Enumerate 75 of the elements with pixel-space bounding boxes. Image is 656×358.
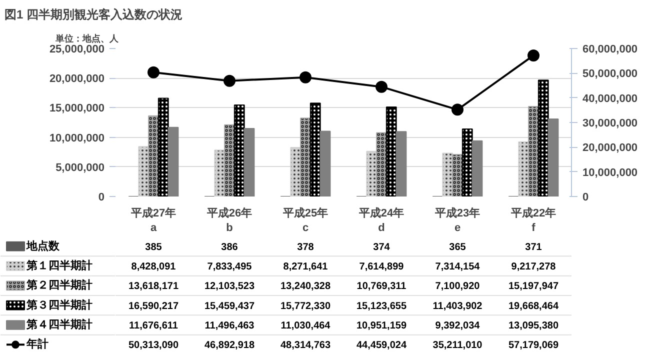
y2-tick-label: 0 — [582, 192, 589, 204]
legend-label: 第１四半期計 — [26, 259, 92, 272]
data-label: 365 — [449, 242, 466, 253]
data-label: 46,892,918 — [204, 340, 255, 352]
data-label: 11,403,902 — [432, 300, 483, 312]
data-label: 12,103,523 — [204, 281, 255, 292]
data-label: 11,030,464 — [280, 320, 331, 332]
data-label: 374 — [373, 242, 390, 253]
bar — [244, 128, 255, 196]
chart-title: 図1 四半期別観光客入込数の状況 — [4, 8, 183, 22]
y2-tick-label: 10,000,000 — [582, 166, 638, 179]
point — [224, 74, 236, 87]
data-label: 7,314,154 — [435, 262, 480, 272]
y-tick-label: 20,000,000 — [49, 73, 105, 86]
x-tick-label: 平成22年 f — [510, 206, 556, 234]
bar — [548, 118, 559, 196]
data-label: 35,211,010 — [432, 340, 483, 352]
point — [376, 80, 388, 93]
y2-tick-label: 20,000,000 — [582, 142, 638, 154]
data-label: 50,313,090 — [128, 340, 179, 352]
point — [528, 49, 540, 62]
point — [452, 104, 464, 116]
data-label: 48,314,763 — [280, 340, 331, 352]
legend-label: 年計 — [26, 338, 48, 351]
data-label: 15,123,655 — [356, 300, 407, 312]
data-label: 15,772,330 — [280, 300, 331, 312]
bar — [396, 131, 407, 196]
data-label: 19,668,464 — [508, 300, 559, 312]
legend-label: 第２四半期計 — [26, 278, 92, 292]
text: 単位：地点、人 — [54, 34, 120, 44]
data-label: 15,459,437 — [204, 300, 255, 312]
x-tick-label: 平成26年 b — [206, 206, 252, 234]
point — [148, 66, 160, 78]
bar — [320, 130, 331, 196]
y2-tick-label: 40,000,000 — [582, 92, 638, 105]
data-label: 9,392,034 — [435, 320, 480, 332]
data-label: 378 — [297, 242, 314, 253]
data-label: 13,618,171 — [128, 281, 179, 292]
x-tick-label: 平成27年 a — [130, 206, 176, 234]
data-label: 10,769,311 — [356, 281, 407, 292]
legend-label: 地点数 — [26, 239, 60, 252]
y-tick-label: 10,000,000 — [49, 132, 105, 144]
y-tick-label: 0 — [98, 192, 105, 204]
point — [300, 71, 312, 84]
y2-tick-label: 50,000,000 — [582, 68, 638, 80]
data-label: 7,833,495 — [207, 262, 252, 272]
data-label: 8,428,091 — [131, 262, 176, 272]
data-label: 10,951,159 — [356, 320, 407, 332]
data-label: 13,240,328 — [280, 281, 331, 292]
y-tick-label: 15,000,000 — [49, 102, 105, 115]
data-label: 13,095,380 — [508, 320, 559, 332]
data-label: 11,496,463 — [204, 320, 255, 332]
legend-label: 第４四半期計 — [26, 318, 92, 331]
data-label: 9,217,278 — [511, 262, 556, 272]
y-tick-label: 5,000,000 — [56, 162, 104, 174]
data-label: 15,197,947 — [508, 281, 559, 292]
data-label: 57,179,069 — [508, 340, 559, 352]
legend-label: 第３四半期計 — [26, 298, 92, 312]
x-tick-label: 平成24年 d — [358, 206, 404, 234]
data-label: 371 — [525, 242, 542, 253]
bar — [168, 126, 179, 196]
y2-tick-label: 60,000,000 — [582, 44, 638, 56]
bar — [472, 140, 483, 196]
x-tick-label: 平成25年 c — [282, 206, 328, 234]
data-label: 7,100,920 — [435, 281, 480, 292]
y2-tick-label: 30,000,000 — [582, 118, 638, 130]
data-label: 44,459,024 — [356, 340, 407, 352]
y-tick-label: 25,000,000 — [49, 44, 105, 56]
data-label: 8,271,641 — [283, 262, 328, 272]
data-label: 16,590,217 — [128, 300, 179, 312]
data-label: 11,676,611 — [129, 320, 178, 332]
x-tick-label: 平成23年 e — [434, 206, 480, 234]
data-label: 385 — [145, 242, 162, 253]
data-label: 7,614,899 — [359, 262, 404, 272]
data-label: 386 — [221, 242, 238, 253]
